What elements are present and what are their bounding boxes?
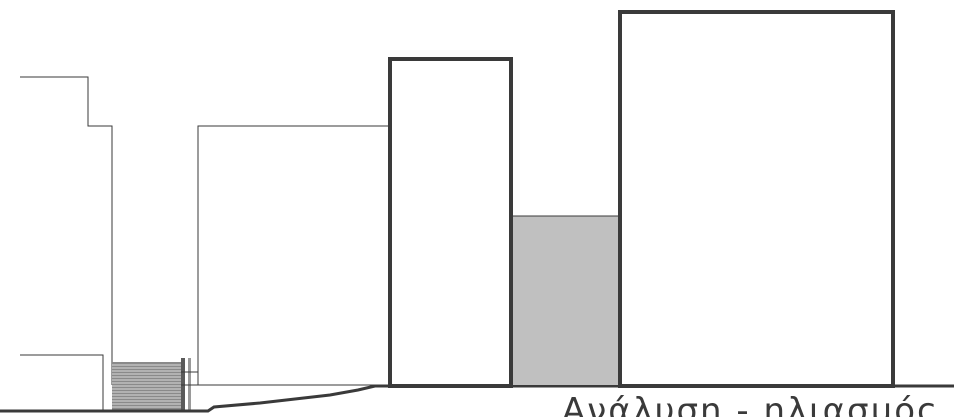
shaded-infill-block — [513, 216, 619, 385]
middle-building-outline — [197, 125, 390, 385]
left-building-outline — [20, 76, 113, 385]
tower-building-1 — [388, 57, 513, 388]
staircase — [112, 358, 198, 410]
stair-railing — [181, 358, 185, 410]
ground-line — [0, 384, 954, 413]
tower-building-2 — [618, 10, 895, 388]
drawing-caption: Ανάλυση - ηλιασμός — [562, 391, 939, 417]
lower-left-block-outline — [20, 354, 104, 410]
stair-railing — [188, 358, 191, 410]
staircase-steps — [112, 364, 182, 408]
